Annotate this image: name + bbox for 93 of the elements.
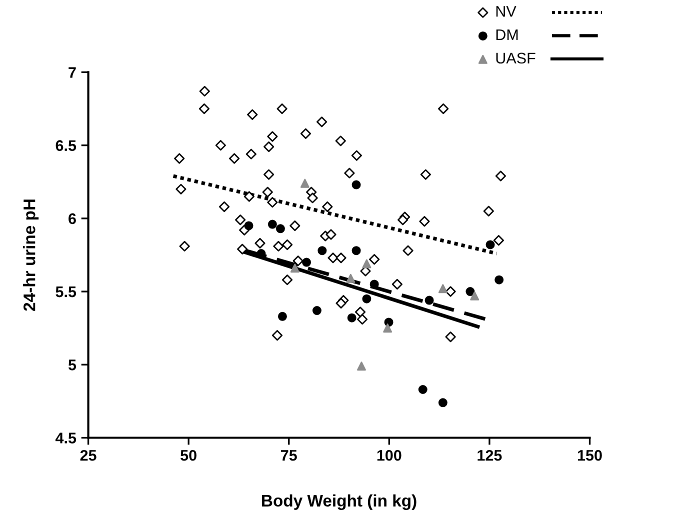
point	[276, 224, 285, 234]
x-tick-label: 75	[281, 450, 297, 461]
x-tick-label: 150	[578, 450, 602, 461]
point	[179, 240, 190, 252]
point	[369, 254, 380, 265]
point	[215, 140, 226, 151]
point	[307, 192, 318, 204]
point	[418, 385, 428, 394]
point	[486, 240, 495, 250]
point	[470, 291, 480, 300]
point	[282, 274, 293, 286]
point	[466, 287, 475, 296]
point	[174, 153, 185, 164]
point	[420, 169, 431, 180]
point	[268, 220, 277, 229]
point	[322, 201, 333, 212]
point	[392, 278, 402, 290]
point	[352, 180, 361, 190]
point	[424, 296, 434, 305]
point	[318, 246, 327, 256]
y-tick-label: 4.5	[55, 432, 76, 444]
point	[246, 148, 256, 160]
point	[237, 244, 248, 254]
y-tick-label: 6	[68, 213, 76, 224]
y-axis-title: 24-hr urine pH	[23, 200, 39, 311]
point	[218, 201, 230, 212]
x-axis-title: Body Weight (in kg)	[262, 494, 416, 510]
point	[316, 116, 328, 128]
point	[290, 264, 300, 273]
point	[198, 103, 210, 114]
point	[278, 312, 287, 321]
point	[402, 245, 414, 256]
point	[362, 259, 372, 268]
point	[483, 206, 494, 216]
point	[328, 252, 338, 264]
point	[445, 286, 456, 297]
point	[383, 324, 392, 333]
point	[326, 229, 336, 240]
point	[354, 306, 366, 318]
point	[347, 313, 356, 322]
point	[438, 103, 449, 114]
point	[247, 109, 258, 120]
point	[438, 398, 448, 408]
point	[276, 103, 288, 114]
point	[493, 235, 504, 246]
point	[356, 362, 366, 371]
point	[438, 284, 448, 294]
point	[494, 275, 504, 284]
point	[290, 220, 300, 232]
point	[335, 136, 346, 146]
point	[352, 246, 361, 256]
point	[300, 128, 312, 139]
point	[344, 168, 355, 178]
point	[267, 131, 278, 142]
point	[264, 141, 274, 152]
point	[272, 330, 283, 341]
x-tick-label: 125	[478, 450, 502, 461]
point	[495, 170, 506, 182]
point	[312, 306, 322, 316]
point	[282, 239, 293, 250]
point	[445, 332, 456, 342]
point	[346, 274, 356, 283]
point	[292, 256, 304, 266]
point	[336, 298, 346, 309]
point	[244, 191, 254, 202]
point	[229, 153, 240, 164]
point	[264, 169, 274, 180]
point	[199, 86, 210, 97]
point	[300, 178, 310, 188]
point	[235, 214, 246, 226]
x-tick-label: 25	[80, 450, 96, 461]
point	[262, 186, 273, 198]
legend-label: DM	[496, 29, 518, 40]
point	[336, 252, 346, 264]
point	[254, 238, 266, 249]
legend-label: NV	[496, 6, 516, 17]
point	[351, 150, 362, 161]
y-tick-label: 7	[68, 67, 76, 78]
y-tick-label: 5.5	[56, 286, 76, 298]
point	[356, 314, 368, 325]
point	[267, 197, 278, 208]
y-tick-label: 6.5	[56, 140, 76, 151]
point	[362, 294, 372, 304]
x-tick-label: 50	[180, 450, 196, 461]
legend-label: UASF	[496, 52, 536, 64]
point	[244, 221, 254, 230]
y-tick-label: 5	[68, 360, 76, 370]
point	[273, 240, 284, 252]
point	[398, 214, 408, 226]
point	[302, 258, 312, 267]
x-tick-label: 100	[377, 450, 402, 461]
point	[419, 216, 430, 227]
point	[176, 184, 186, 194]
